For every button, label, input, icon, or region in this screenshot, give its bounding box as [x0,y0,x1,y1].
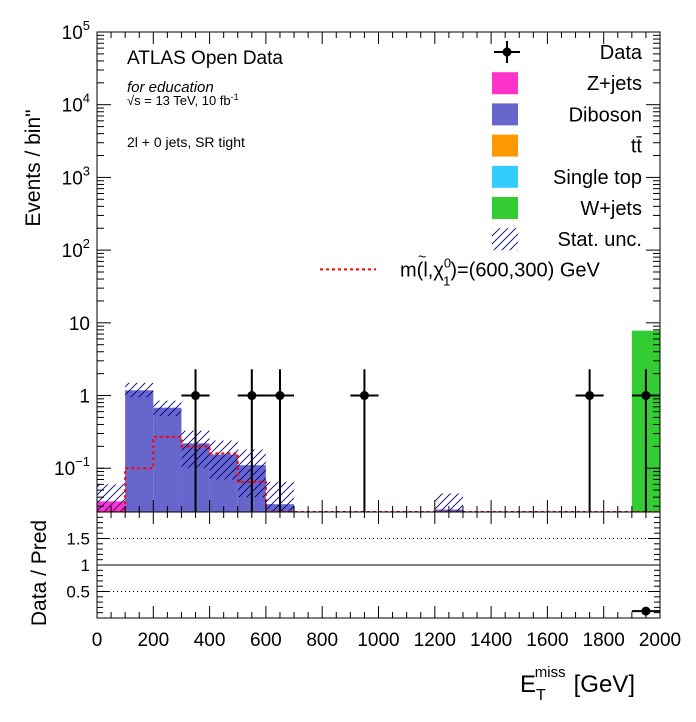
legend-swatch [492,197,518,219]
energy-text: √s = 13 TeV, 10 fb [127,93,231,108]
y-tick-label: 10 [69,314,90,335]
ratio-y-tick-label: 1.5 [66,530,90,549]
x-tick-label: 2000 [639,630,681,651]
signal-label-sub: 1 [443,273,450,288]
data-point [247,391,257,401]
legend-hatch-swatch [492,228,518,251]
signal-tilde-l: ~ [418,248,426,264]
y-tick-label: 105 [62,18,90,44]
ratio-y-tick-label: 1 [81,556,90,575]
y-tick-base: 10 [62,168,83,189]
data-point [275,391,285,401]
data-point [191,391,201,401]
legend-swatch [492,103,518,126]
signal-label-chi: χ [433,259,444,281]
signal-label-suffix: )=(600,300) GeV [450,259,600,281]
legend-label: W+jets [580,198,642,220]
ratio-y-tick-label: 0.5 [66,583,90,602]
data-point [359,391,369,401]
bar-diboson [153,407,182,512]
legend-swatch [492,165,518,188]
ratio-plot: 0.5 1 1.5 0 200 400 600 800 1000 1200 1400 1600 1800… [66,511,681,651]
legend-label: Diboson [569,104,642,126]
y-tick-label: 102 [62,236,90,262]
x-tick-label: 0 [92,630,103,651]
x-tick-label: 1200 [414,630,456,651]
ratio-reference-lines [97,538,660,592]
stat-unc-hatch [153,400,182,417]
y-tick-base: 10 [62,23,83,44]
legend-label: Single top [553,167,642,189]
x-label-main: E [520,671,536,698]
x-tick-label: 400 [194,630,226,651]
y-tick-exponent: 5 [83,18,90,33]
x-tick-label: 800 [306,630,338,651]
legend-swatch [492,72,518,95]
y-tick-base: 10 [54,459,75,480]
data-point [641,391,651,401]
energy-label: √s = 13 TeV, 10 fb-1 [127,92,239,108]
plot-labels: ATLAS Open Data for education √s = 13 Te… [127,48,283,150]
signal-label-comma: , [428,259,434,281]
experiment-label: ATLAS Open Data [127,48,283,69]
ratio-point [641,606,651,616]
data-point [585,391,595,401]
y-tick-label: 1 [79,387,90,408]
x-label-unit: [GeV] [574,671,635,698]
stacked-histograms [97,330,660,512]
data-points [181,369,660,512]
stat-unc-hatch [209,440,238,480]
x-tick-label: 600 [250,630,282,651]
ratio-axes: 0.5 1 1.5 0 200 400 600 800 1000 1200 1400 1600 1800… [66,511,681,651]
purpose-label: for education [127,79,214,96]
x-label-sub: T [536,687,546,704]
signal-line [97,435,660,512]
lumi-exponent: -1 [231,92,239,102]
x-tick-label: 1600 [526,630,568,651]
y-tick-label: 103 [62,163,90,189]
signal-label-slepton: l [423,259,427,281]
x-tick-label: 1800 [583,630,625,651]
signal-histogram [97,435,660,512]
y-tick-base: 10 [62,241,83,262]
y-tick-label: 104 [62,91,90,117]
y-tick-exponent: 2 [83,236,90,251]
region-label: 2l + 0 jets, SR tight [127,134,245,150]
ratio-points [631,606,660,616]
x-tick-label: 200 [137,630,169,651]
y-tick-exponent: −1 [75,454,90,469]
x-axis-label: ETmiss [GeV] [520,664,635,704]
y-tick-label: 10−1 [54,454,90,480]
legend-signal-label: m(l,χ0 1)=(600,300) GeV [400,255,601,288]
legend-label: Data [600,42,643,64]
y-tick-base: 10 [62,96,83,117]
ratio-y-axis-label: Data / Pred [28,520,51,626]
stat-unc-hatch [125,382,154,398]
legend: Data Z+jets Diboson tt̄ Single top W+jets Stat… [320,41,643,288]
stat-unc-hatch [434,493,463,512]
main-y-axis-label: Events / bin" [22,109,45,226]
signal-label-sup: 0 [444,255,451,270]
x-label-sup: miss [535,664,566,681]
x-tick-label: 1000 [357,630,399,651]
y-tick-exponent: 3 [83,163,90,178]
y-tick-exponent: 4 [83,91,90,106]
legend-label: tt̄ [631,135,643,157]
bar-diboson [125,390,154,512]
legend-swatch [492,134,518,157]
legend-data-marker [502,47,512,57]
signal-label-prefix: m( [400,259,424,281]
legend-label: Stat. unc. [558,229,643,251]
x-tick-label: 1400 [470,630,512,651]
stat-unc-band [97,382,463,512]
legend-label: Z+jets [587,73,642,95]
